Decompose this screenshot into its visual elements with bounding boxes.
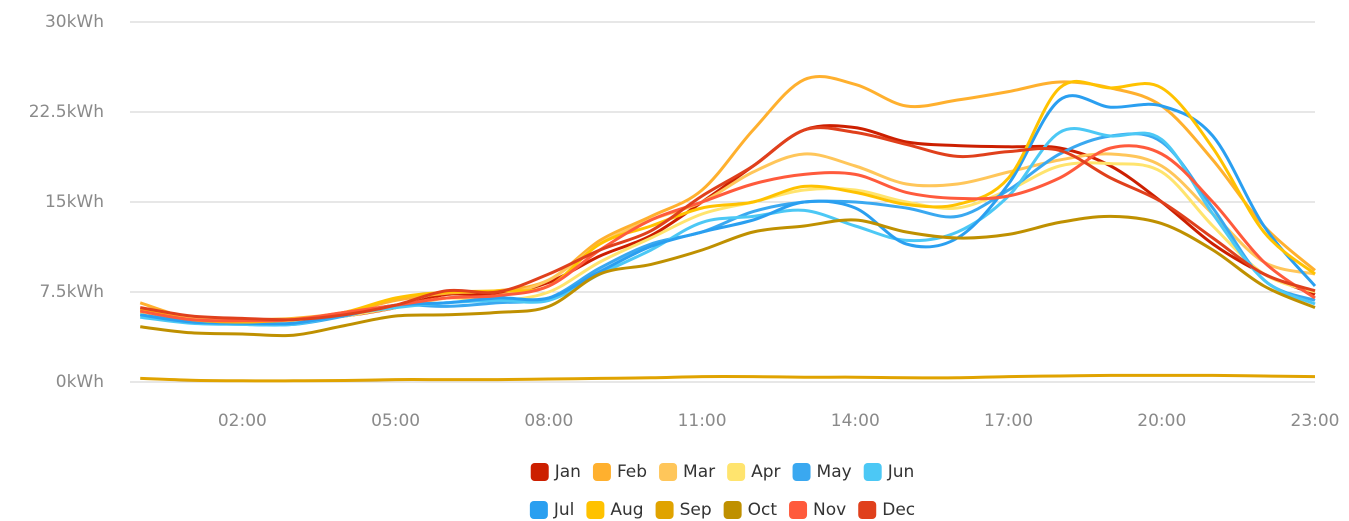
legend-label: Aug bbox=[610, 500, 643, 520]
legend-label: Jul bbox=[553, 500, 575, 520]
legend-label: Mar bbox=[683, 462, 715, 482]
x-tick-label: 14:00 bbox=[831, 411, 880, 431]
x-tick-label: 02:00 bbox=[218, 411, 267, 431]
y-tick-label: 22.5kWh bbox=[29, 102, 104, 122]
legend-swatch bbox=[529, 501, 548, 519]
legend-item: Nov bbox=[789, 500, 846, 520]
legend-item: Jul bbox=[529, 500, 575, 520]
legend-label: Dec bbox=[882, 500, 915, 520]
legend-swatch bbox=[863, 463, 882, 481]
x-tick-label: 17:00 bbox=[984, 411, 1033, 431]
legend-label: Nov bbox=[813, 500, 846, 520]
legend-swatch bbox=[530, 463, 549, 481]
legend-item: Sep bbox=[655, 500, 712, 520]
legend-swatch bbox=[792, 463, 811, 481]
legend-label: Jan bbox=[554, 462, 581, 482]
legend-swatch bbox=[592, 463, 611, 481]
legend-label: Oct bbox=[748, 500, 778, 520]
legend-item: Dec bbox=[858, 500, 915, 520]
x-tick-label: 23:00 bbox=[1291, 411, 1340, 431]
y-tick-label: 30kWh bbox=[45, 12, 104, 32]
series-line bbox=[139, 152, 1316, 323]
legend-label: Jun bbox=[887, 462, 915, 482]
y-tick-label: 0kWh bbox=[56, 372, 104, 392]
legend-item: Feb bbox=[592, 462, 647, 482]
legend-swatch bbox=[655, 501, 674, 519]
legend-item: Apr bbox=[727, 462, 781, 482]
legend-label: Sep bbox=[680, 500, 712, 520]
series-line bbox=[139, 144, 1316, 323]
legend-item: Jun bbox=[863, 462, 915, 482]
series-line bbox=[139, 126, 1316, 322]
x-tick-label: 11:00 bbox=[678, 411, 727, 431]
y-tick-label: 15kWh bbox=[45, 192, 104, 212]
x-tick-label: 20:00 bbox=[1137, 411, 1186, 431]
series-line bbox=[139, 75, 1316, 322]
legend-item: Mar bbox=[659, 462, 715, 482]
legend-swatch bbox=[858, 501, 877, 519]
legend-swatch bbox=[659, 463, 678, 481]
series-line bbox=[140, 94, 1317, 326]
series-line bbox=[140, 373, 1316, 383]
legend-item: Oct bbox=[723, 500, 778, 520]
legend-swatch bbox=[789, 501, 808, 519]
legend-item: May bbox=[792, 462, 852, 482]
legend-label: Apr bbox=[751, 462, 780, 482]
y-tick-label: 7.5kWh bbox=[40, 282, 104, 302]
legend-swatch bbox=[723, 501, 742, 519]
legend-label: May bbox=[817, 462, 852, 482]
legend-label: Feb bbox=[617, 462, 647, 482]
x-tick-label: 08:00 bbox=[524, 411, 573, 431]
legend-item: Jan bbox=[530, 462, 581, 482]
legend-swatch bbox=[727, 463, 746, 481]
x-tick-label: 05:00 bbox=[371, 411, 420, 431]
legend-swatch bbox=[586, 501, 605, 519]
series-line bbox=[140, 214, 1316, 338]
legend-item: Aug bbox=[586, 500, 644, 520]
